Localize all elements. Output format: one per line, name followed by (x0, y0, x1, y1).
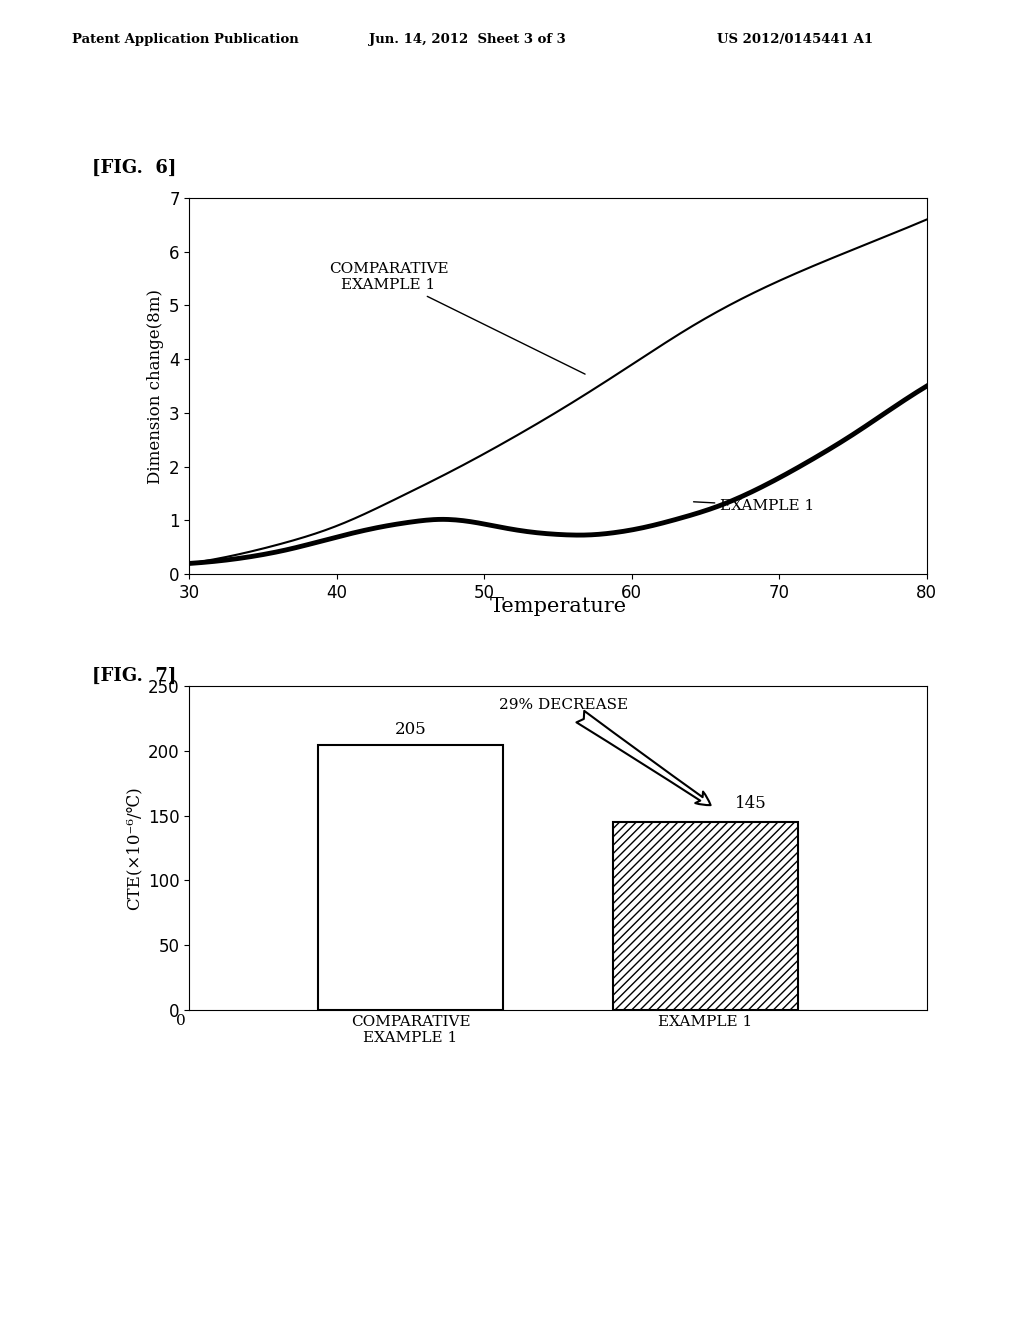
Text: [FIG.  6]: [FIG. 6] (92, 158, 176, 177)
Text: 145: 145 (735, 795, 767, 812)
Text: COMPARATIVE
EXAMPLE 1: COMPARATIVE EXAMPLE 1 (329, 263, 585, 374)
Text: EXAMPLE 1: EXAMPLE 1 (693, 499, 814, 512)
Text: 29% DECREASE: 29% DECREASE (499, 698, 711, 805)
Bar (613, 822, 798, 1010)
Text: [FIG.  7]: [FIG. 7] (92, 667, 176, 685)
Text: 0: 0 (176, 1014, 185, 1028)
Text: 205: 205 (394, 721, 427, 738)
Text: Jun. 14, 2012  Sheet 3 of 3: Jun. 14, 2012 Sheet 3 of 3 (369, 33, 565, 46)
Text: Patent Application Publication: Patent Application Publication (72, 33, 298, 46)
Text: US 2012/0145441 A1: US 2012/0145441 A1 (717, 33, 872, 46)
Bar (318, 744, 503, 1010)
Y-axis label: CTE(×10⁻⁶/℃): CTE(×10⁻⁶/℃) (126, 787, 142, 909)
Text: Temperature: Temperature (489, 597, 627, 615)
Y-axis label: Dimension change(8m): Dimension change(8m) (146, 289, 164, 483)
